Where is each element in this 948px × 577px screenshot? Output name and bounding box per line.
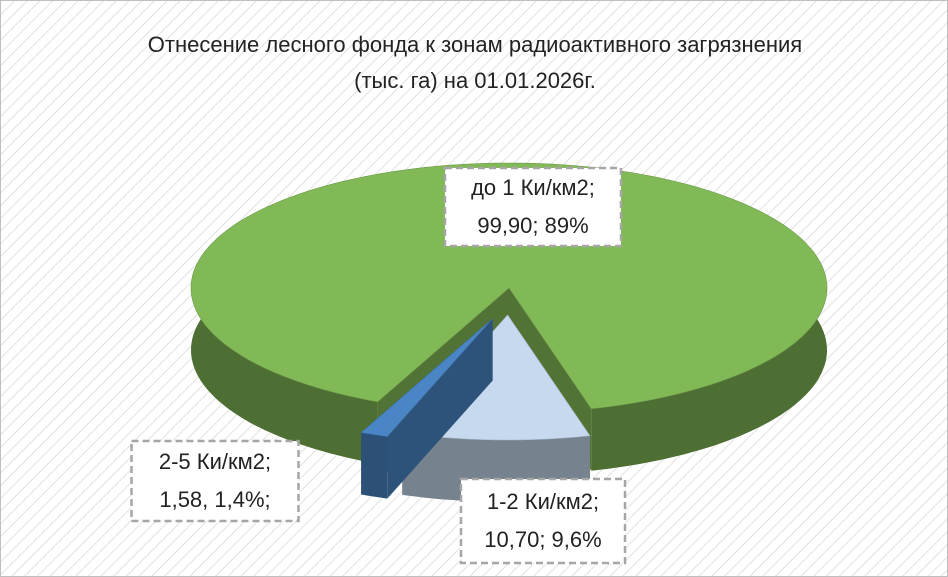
slice-top xyxy=(190,162,828,410)
data-label-value: 10,70; 9,6% xyxy=(484,527,601,552)
pie xyxy=(190,162,828,502)
data-label-value: 99,90; 89% xyxy=(477,213,588,238)
labels: до 1 Ки/км2; 99,90; 89% 1-2 Ки/км2; 10,70; … xyxy=(130,166,627,565)
chart-title: Отнесение лесного фонда к зонам радиоакт… xyxy=(147,32,803,93)
data-label-category: 2-5 Ки/км2; xyxy=(159,449,271,474)
slice-side xyxy=(361,432,388,499)
slice xyxy=(360,318,493,499)
data-label-category: 1-2 Ки/км2; xyxy=(487,489,599,514)
slice-top xyxy=(360,318,493,437)
data-label-category: до 1 Ки/км2; xyxy=(471,175,595,200)
data-label-box xyxy=(130,439,300,523)
data-label-box xyxy=(459,477,627,565)
slice-wall xyxy=(361,318,493,495)
data-label-box xyxy=(443,166,623,248)
data-label-value: 1,58, 1,4%; xyxy=(159,487,270,512)
